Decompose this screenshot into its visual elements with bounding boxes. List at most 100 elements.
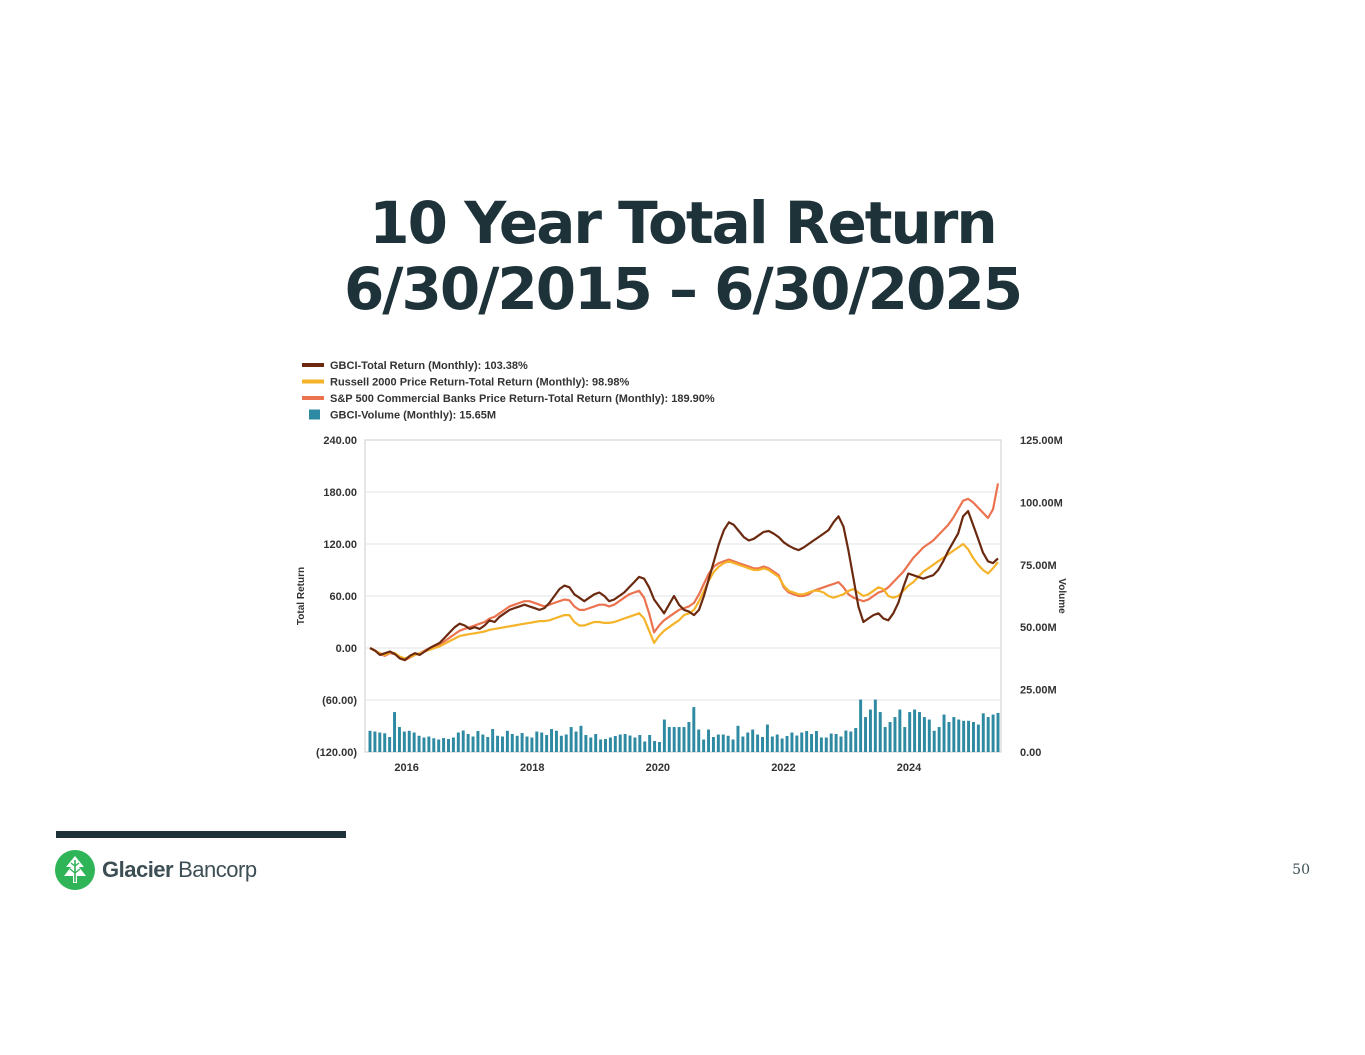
volume-bar [530, 737, 534, 752]
volume-bar [594, 734, 598, 752]
volume-bar [378, 732, 382, 752]
volume-bar [814, 731, 818, 752]
volume-bar [412, 732, 416, 752]
volume-bar [368, 730, 372, 752]
volume-bar [407, 730, 411, 752]
volume-bar [819, 737, 823, 752]
y2-tick-label: 50.00M [1020, 622, 1057, 634]
volume-bar [525, 736, 529, 752]
brand-name-light: Bancorp [178, 857, 257, 882]
volume-bar [810, 734, 814, 752]
volume-bar [520, 733, 524, 752]
y-tick-label: (120.00) [316, 747, 357, 759]
chart-grid [364, 439, 1002, 753]
series-line [369, 510, 999, 662]
volume-bar [854, 728, 858, 752]
volume-bar [515, 735, 519, 752]
volume-bar [888, 722, 892, 752]
chart-axes: 240.00 180.00 120.00 60.00 0.00 (60.00) (120.0… [296, 435, 1067, 774]
legend-label-2: S&P 500 Commercial Banks Price Return-To… [330, 393, 715, 405]
volume-bar [550, 729, 554, 752]
volume-bar [496, 735, 500, 752]
volume-bar [859, 699, 863, 752]
volume-bar [775, 734, 779, 752]
y-tick-label: 60.00 [329, 591, 357, 603]
volume-bar [505, 730, 509, 752]
volume-bar [599, 739, 603, 752]
volume-bars [368, 699, 1000, 752]
volume-bar [932, 730, 936, 752]
volume-bar [751, 729, 755, 752]
volume-bar [873, 699, 877, 752]
volume-bar [927, 719, 931, 752]
x-tick-label: 2018 [520, 762, 544, 774]
volume-bar [486, 737, 490, 752]
company-logo: Glacier Bancorp [55, 849, 257, 891]
volume-bar [451, 737, 455, 752]
volume-bar [427, 736, 431, 752]
volume-bar [466, 734, 470, 752]
volume-bar [736, 725, 740, 752]
volume-bar [648, 735, 652, 752]
volume-bar [770, 736, 774, 752]
volume-bar [623, 734, 627, 752]
volume-bar [393, 712, 397, 752]
volume-bar [373, 731, 377, 752]
page-number: 50 [1292, 862, 1310, 878]
x-tick-label: 2022 [771, 762, 795, 774]
volume-bar [878, 712, 882, 752]
volume-bar [667, 727, 671, 752]
y2-axis-label: Volume [1056, 578, 1067, 614]
volume-bar [559, 735, 563, 752]
volume-bar [991, 714, 995, 752]
volume-bar [702, 739, 706, 752]
volume-bar [780, 738, 784, 752]
volume-bar [962, 720, 966, 752]
volume-bar [461, 730, 465, 752]
volume-bar [981, 713, 985, 752]
volume-bar [500, 736, 504, 752]
volume-bar [707, 729, 711, 752]
volume-bar [638, 735, 642, 752]
y-tick-label: 240.00 [323, 435, 357, 447]
volume-bar [790, 732, 794, 752]
volume-bar [388, 737, 392, 752]
volume-bar [589, 737, 593, 752]
volume-bar [491, 729, 495, 752]
volume-bar [579, 725, 583, 752]
legend-swatch-2 [302, 396, 324, 400]
volume-bar [633, 737, 637, 752]
volume-bar [947, 722, 951, 752]
y-tick-label: 120.00 [323, 539, 357, 551]
slide-title-line2: 6/30/2015 – 6/30/2025 [343, 255, 1023, 323]
footer-rule [56, 831, 346, 838]
y-axis-label: Total Return [296, 567, 307, 625]
volume-bar [805, 731, 809, 752]
x-tick-label: 2016 [394, 762, 418, 774]
y-tick-label: (60.00) [322, 695, 357, 707]
volume-bar [942, 714, 946, 752]
volume-bar [540, 732, 544, 752]
volume-bar [456, 732, 460, 752]
series-line [369, 483, 1000, 662]
volume-bar [868, 709, 872, 752]
volume-bar [422, 737, 426, 752]
volume-bar [824, 737, 828, 752]
volume-bar [692, 707, 696, 752]
volume-bar [397, 727, 401, 752]
volume-bar [893, 717, 897, 752]
y2-tick-label: 125.00M [1020, 435, 1063, 447]
volume-bar [608, 737, 612, 752]
volume-bar [922, 717, 926, 752]
volume-bar [957, 719, 961, 752]
volume-bar [604, 739, 607, 752]
legend-label-0: GBCI-Total Return (Monthly): 103.38% [330, 360, 528, 372]
y2-tick-label: 100.00M [1020, 497, 1063, 509]
slide-title-line1: 10 Year Total Return [369, 189, 997, 257]
volume-bar [976, 724, 980, 752]
volume-bar [569, 727, 573, 752]
volume-bar [716, 734, 720, 752]
volume-bar [437, 739, 441, 752]
volume-bar [908, 712, 912, 752]
volume-bar [746, 732, 750, 752]
